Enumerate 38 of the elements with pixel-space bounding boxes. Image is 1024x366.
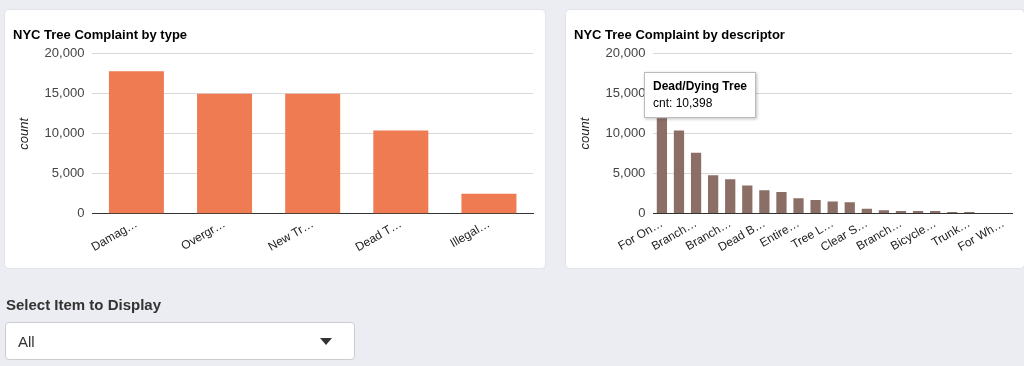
bar [844,202,855,214]
chart-title: NYC Tree Complaint by descriptor [574,27,785,43]
y-tick-label: 0 [638,205,646,221]
bar [861,208,872,214]
annotation: cnt: 10,398 [652,95,714,113]
bar [690,152,702,214]
bar [656,118,668,214]
y-tick-label: 10,000 [605,125,646,141]
y-axis-title: count [577,116,593,150]
bar [108,71,164,214]
bar [810,199,821,214]
bar [461,193,517,214]
bar [827,201,838,214]
bar [197,93,253,214]
y-tick-label: 20,000 [44,45,85,61]
y-tick-label: 10,000 [44,125,85,141]
bar [373,130,429,214]
bar [793,198,804,214]
bar [878,210,890,214]
bar [759,190,770,214]
bar [776,191,787,214]
y-tick-label: 20,000 [605,45,646,61]
y-tick-label: 15,000 [605,85,646,101]
bar [285,93,341,214]
bar [673,130,685,214]
dropdown-field: All [5,322,355,360]
y-tick-label: 5,000 [51,165,85,181]
y-axis-title: count [16,116,32,150]
bar [742,185,753,214]
bar [708,175,719,214]
text: Select Item to Display [6,296,162,313]
y-tick-label: 5,000 [612,165,646,181]
x-tick-label: New Tr… [265,216,316,254]
chart-title: NYC Tree Complaint by type [13,27,188,43]
annotation: Dead/Dying Tree [652,78,747,96]
bar [725,179,736,214]
y-tick-label: 15,000 [44,85,85,101]
y-tick-label: 0 [77,205,85,221]
